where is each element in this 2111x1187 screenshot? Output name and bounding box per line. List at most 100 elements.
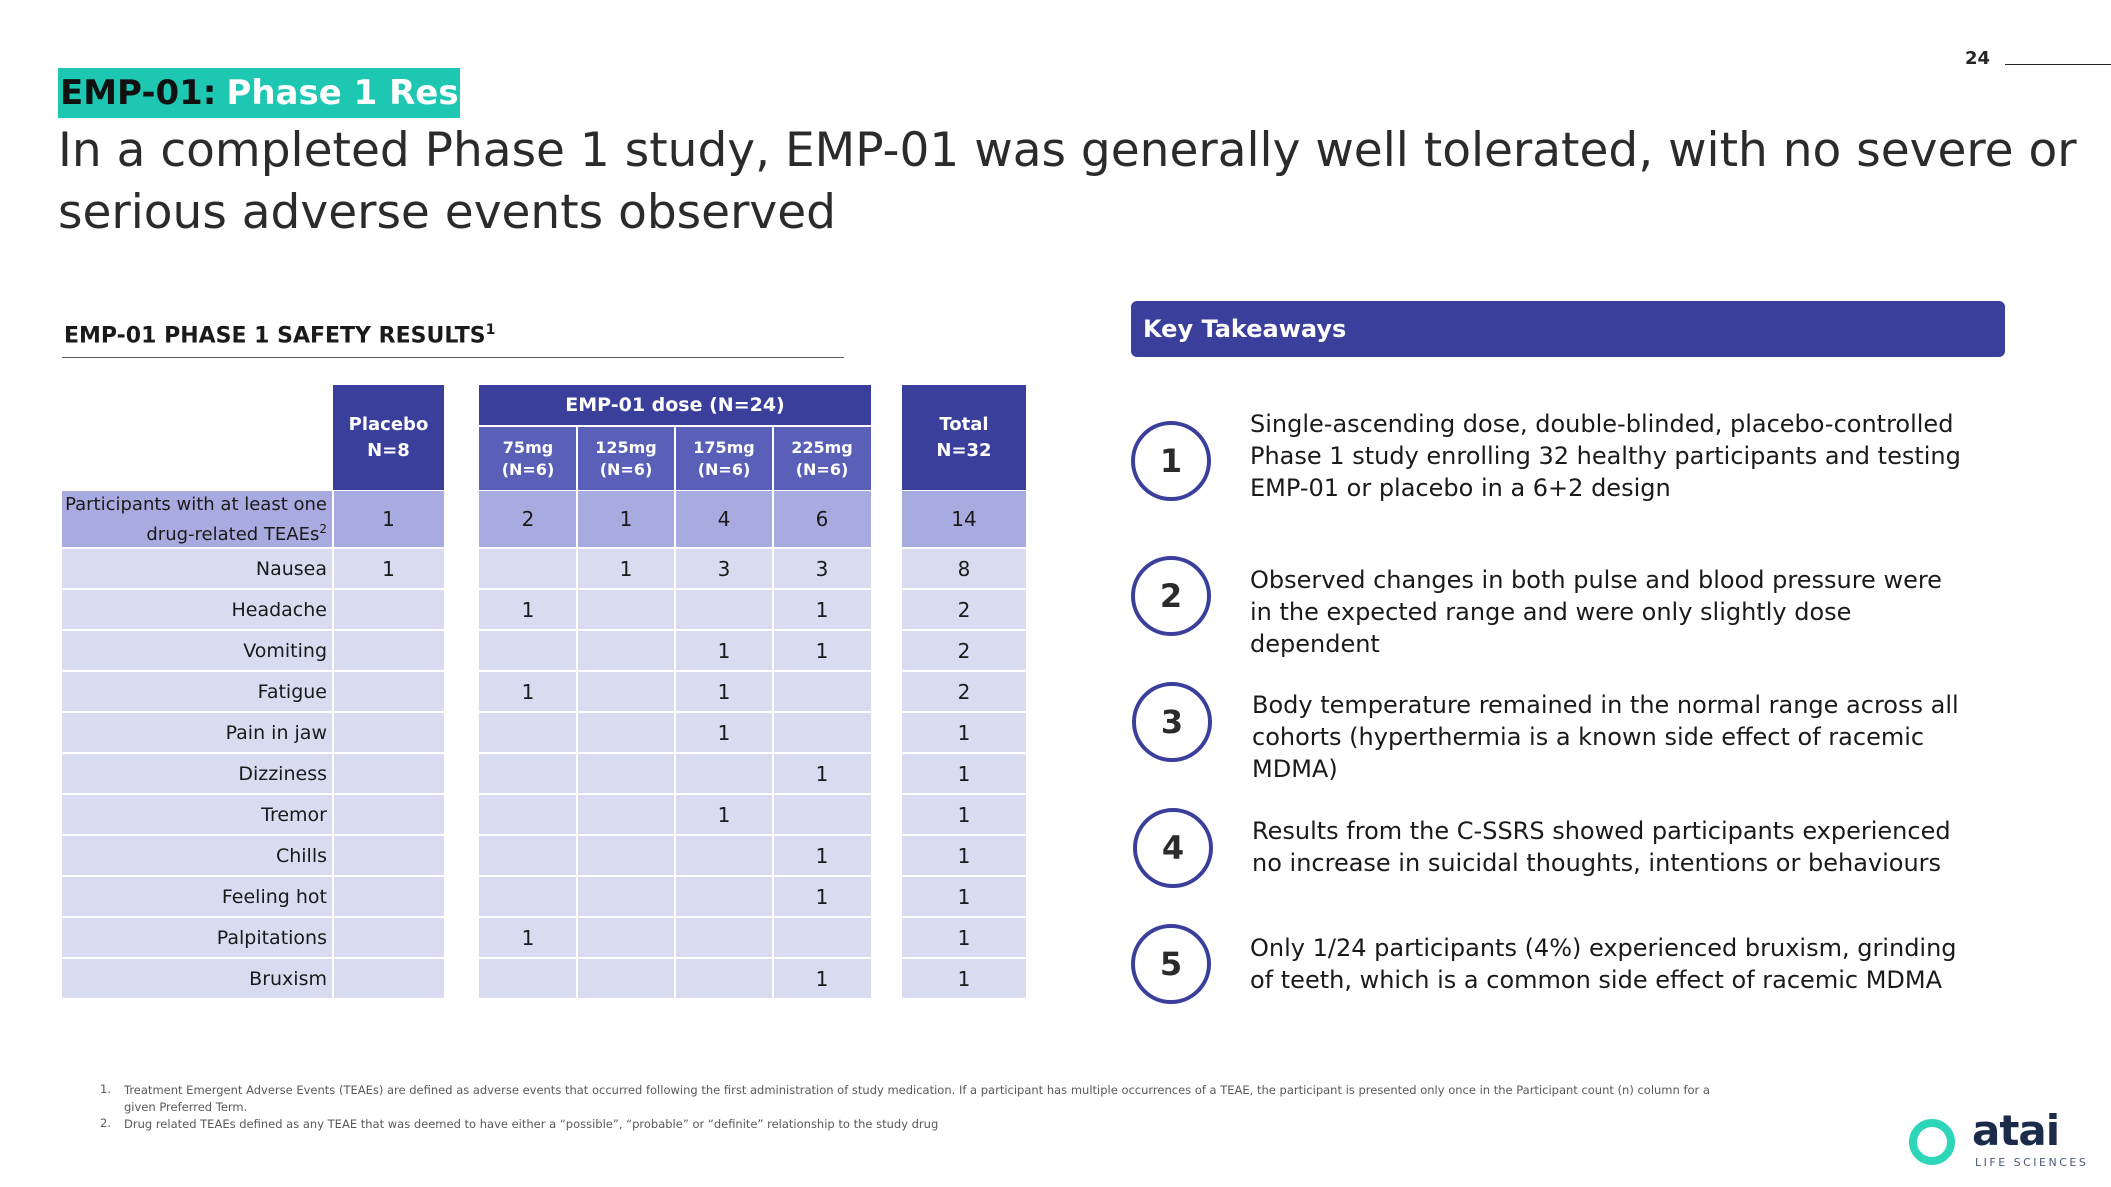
table-row-label: Dizziness: [62, 754, 333, 793]
takeaway-text-2: Observed changes in both pulse and blood…: [1250, 566, 1942, 658]
table-cell-75mg: [479, 877, 577, 916]
table-title-rule: [62, 357, 844, 358]
placebo-header-n: N=8: [367, 439, 410, 461]
takeaway-text-5: Only 1/24 participants (4%) experienced …: [1250, 934, 1957, 994]
table-cell-225mg: 1: [773, 754, 871, 793]
dose-label: 75mg: [502, 437, 554, 457]
table-cell-125mg: [577, 959, 675, 998]
table-cell-75mg: [479, 631, 577, 670]
total-header-label: Total: [939, 413, 989, 435]
summary-label-line2-wrap: drug-related TEAEs2: [146, 517, 327, 547]
footnote-2-text: Drug related TEAEs defined as any TEAE t…: [124, 1117, 939, 1131]
table-cell-75mg: [479, 713, 577, 752]
table-row-label: Chills: [62, 836, 333, 875]
table-cell-225mg: 1: [773, 959, 871, 998]
table-cell-225mg: [773, 795, 871, 834]
table-cell-125mg: [577, 836, 675, 875]
table-cell-175mg: 3: [675, 549, 773, 588]
table-cell-placebo: [333, 590, 444, 629]
takeaway-text-3: Body temperature remained in the normal …: [1252, 691, 1959, 783]
dose-header-75mg: 75mg (N=6): [479, 427, 577, 490]
dose-header-175mg: 175mg (N=6): [675, 427, 773, 490]
footnote-1-number: 1.: [100, 1082, 111, 1096]
table-cell-total: 8: [902, 549, 1026, 588]
takeaway-text-1: Single-ascending dose, double-blinded, p…: [1250, 410, 1961, 502]
table-cell-175mg: 1: [675, 672, 773, 711]
table-cell-175mg: 1: [675, 713, 773, 752]
total-header-n: N=32: [936, 439, 992, 461]
table-cell-125mg: 1: [577, 549, 675, 588]
table-cell-75mg: [479, 959, 577, 998]
table-cell-total: 1: [902, 795, 1026, 834]
table-title-footnote-ref: 1: [485, 322, 496, 338]
table-cell-225mg: [773, 713, 871, 752]
table-cell-total: 1: [902, 836, 1026, 875]
dose-header-225mg: 225mg (N=6): [773, 427, 871, 490]
table-cell-175mg: [675, 836, 773, 875]
table-row-label: Palpitations: [62, 918, 333, 957]
table-cell-225mg: 3: [773, 549, 871, 588]
table-cell-175mg: [675, 918, 773, 957]
dose-n: (N=6): [795, 459, 849, 479]
summary-cell-placebo: 1: [333, 491, 444, 547]
table-cell-75mg: [479, 549, 577, 588]
table-cell-total: 1: [902, 959, 1026, 998]
table-cell-225mg: 1: [773, 631, 871, 670]
page-number-rule: [2005, 64, 2111, 65]
summary-cell-175mg: 4: [675, 491, 773, 547]
label-column-divider: [332, 491, 334, 1000]
table-cell-placebo: [333, 713, 444, 752]
section-tag: EMP-01: Phase 1 Results: [58, 68, 531, 118]
table-row-label: Nausea: [62, 549, 333, 588]
table-row-label: Feeling hot: [62, 877, 333, 916]
table-cell-total: 2: [902, 590, 1026, 629]
section-tag-name: Phase 1 Results: [226, 73, 531, 113]
table-title-text: EMP-01 PHASE 1 SAFETY RESULTS: [64, 323, 486, 349]
summary-cell-225mg: 6: [773, 491, 871, 547]
takeaway-number-5: 5: [1131, 924, 1211, 1004]
table-cell-total: 1: [902, 877, 1026, 916]
table-row-label: Fatigue: [62, 672, 333, 711]
table-cell-125mg: [577, 713, 675, 752]
summary-row-label: Participants with at least one drug-rela…: [62, 491, 333, 547]
table-cell-175mg: 1: [675, 631, 773, 670]
takeaway-text-4: Results from the C-SSRS showed participa…: [1252, 817, 1951, 877]
table-cell-placebo: [333, 836, 444, 875]
table-cell-placebo: [333, 918, 444, 957]
table-row-label: Pain in jaw: [62, 713, 333, 752]
table-cell-75mg: [479, 836, 577, 875]
table-cell-placebo: [333, 795, 444, 834]
footnote-2-number: 2.: [100, 1116, 111, 1130]
table-cell-total: 1: [902, 754, 1026, 793]
table-cell-125mg: [577, 754, 675, 793]
dose-group-header: EMP-01 dose (N=24): [479, 385, 871, 425]
table-cell-75mg: 1: [479, 918, 577, 957]
logo-wordmark: atai: [1972, 1106, 2060, 1155]
dose-column-divider: [576, 427, 578, 1000]
table-cell-125mg: [577, 631, 675, 670]
table-row-label: Bruxism: [62, 959, 333, 998]
table-cell-total: 2: [902, 672, 1026, 711]
takeaway-number-4: 4: [1133, 808, 1213, 888]
table-cell-175mg: [675, 590, 773, 629]
summary-label-line1: Participants with at least one: [65, 493, 327, 515]
table-cell-225mg: 1: [773, 836, 871, 875]
table-cell-placebo: 1: [333, 549, 444, 588]
table-cell-225mg: [773, 918, 871, 957]
table-cell-total: 2: [902, 631, 1026, 670]
table-cell-225mg: 1: [773, 590, 871, 629]
section-tag-prefix: EMP-01:: [60, 73, 217, 113]
table-row-label: Vomiting: [62, 631, 333, 670]
summary-cell-125mg: 1: [577, 491, 675, 547]
summary-cell-75mg: 2: [479, 491, 577, 547]
table-cell-125mg: [577, 795, 675, 834]
table-cell-175mg: [675, 754, 773, 793]
table-cell-225mg: 1: [773, 877, 871, 916]
page-number: 24: [1964, 48, 1990, 69]
takeaway-number-3: 3: [1132, 682, 1212, 762]
total-header: Total N=32: [902, 385, 1026, 490]
dose-label: 125mg: [595, 437, 657, 457]
placebo-header: Placebo N=8: [333, 385, 444, 490]
table-cell-175mg: [675, 877, 773, 916]
table-cell-125mg: [577, 877, 675, 916]
